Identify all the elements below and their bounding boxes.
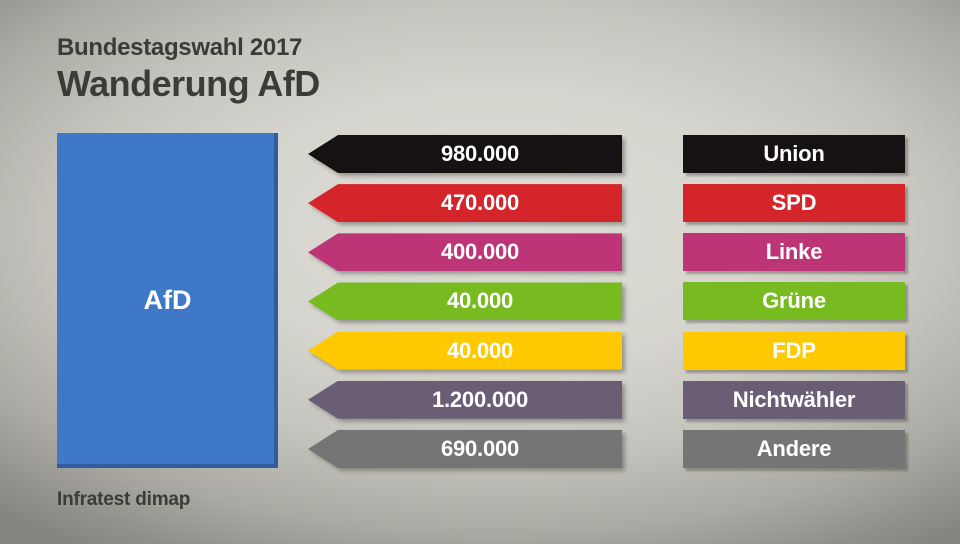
flow-value-label: 40.000 — [446, 337, 514, 363]
flow-row: 470.000 SPD — [308, 184, 905, 223]
page-title: Wanderung AfD — [57, 62, 320, 104]
left-arrow-icon: 470.000 — [308, 184, 622, 223]
afd-party-label: AfD — [143, 285, 192, 315]
flow-value-label: 400.000 — [440, 239, 520, 265]
party-label-box: Grüne — [683, 282, 905, 321]
flow-row: 1.200.000 Nichtwähler — [308, 380, 905, 419]
flow-row: 690.000 Andere — [308, 429, 905, 468]
flow-row: 980.000 Union — [308, 135, 905, 173]
left-arrow-icon: 40.000 — [308, 331, 622, 370]
left-arrow-icon: 400.000 — [308, 233, 622, 272]
party-label-box: Nichtwähler — [683, 380, 905, 419]
header: Bundestagswahl 2017 Wanderung AfD — [57, 34, 320, 104]
flow-row: 400.000 Linke — [308, 233, 905, 272]
flow-value-label: 690.000 — [440, 435, 520, 461]
party-label-box: FDP — [683, 331, 905, 370]
subtitle-kicker: Bundestagswahl 2017 — [57, 34, 303, 61]
flow-arrow: 470.000 — [308, 184, 622, 223]
flow-row: 40.000 FDP — [308, 331, 905, 370]
left-arrow-icon: 1.200.000 — [308, 380, 622, 419]
left-arrow-icon: 40.000 — [308, 282, 622, 321]
flow-value-label: 470.000 — [440, 190, 520, 216]
party-label-box: Andere — [683, 429, 905, 468]
flow-arrow: 980.000 — [308, 135, 622, 173]
party-label-box: Union — [683, 135, 905, 173]
left-arrow-icon: 980.000 — [308, 135, 622, 173]
flow-arrow: 400.000 — [308, 233, 622, 272]
source-credit: Infratest dimap — [57, 489, 191, 510]
afd-party-box: AfD — [57, 133, 278, 468]
flow-arrow: 40.000 — [308, 282, 622, 321]
party-label-box: Linke — [683, 233, 905, 272]
flow-row: 40.000 Grüne — [308, 282, 905, 321]
flow-arrow: 1.200.000 — [308, 380, 622, 419]
flow-value-label: 40.000 — [446, 288, 514, 314]
flow-rows: 980.000 Union 470.000 SPD 400.000 Linke 40.000… — [308, 135, 905, 468]
flow-arrow: 40.000 — [308, 331, 622, 370]
party-label-box: SPD — [683, 184, 905, 223]
left-arrow-icon: 690.000 — [308, 429, 622, 468]
flow-arrow: 690.000 — [308, 429, 622, 468]
flow-value-label: 1.200.000 — [431, 386, 529, 412]
flow-value-label: 980.000 — [440, 141, 520, 166]
